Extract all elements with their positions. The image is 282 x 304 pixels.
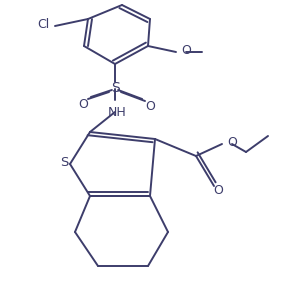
Text: S: S: [111, 81, 119, 95]
Text: Cl: Cl: [38, 19, 50, 32]
Text: O: O: [181, 44, 191, 57]
Text: O: O: [213, 184, 223, 196]
Text: NH: NH: [108, 106, 126, 119]
Text: O: O: [145, 99, 155, 112]
Text: O: O: [78, 98, 88, 110]
Text: O: O: [227, 136, 237, 150]
Text: S: S: [60, 157, 68, 170]
